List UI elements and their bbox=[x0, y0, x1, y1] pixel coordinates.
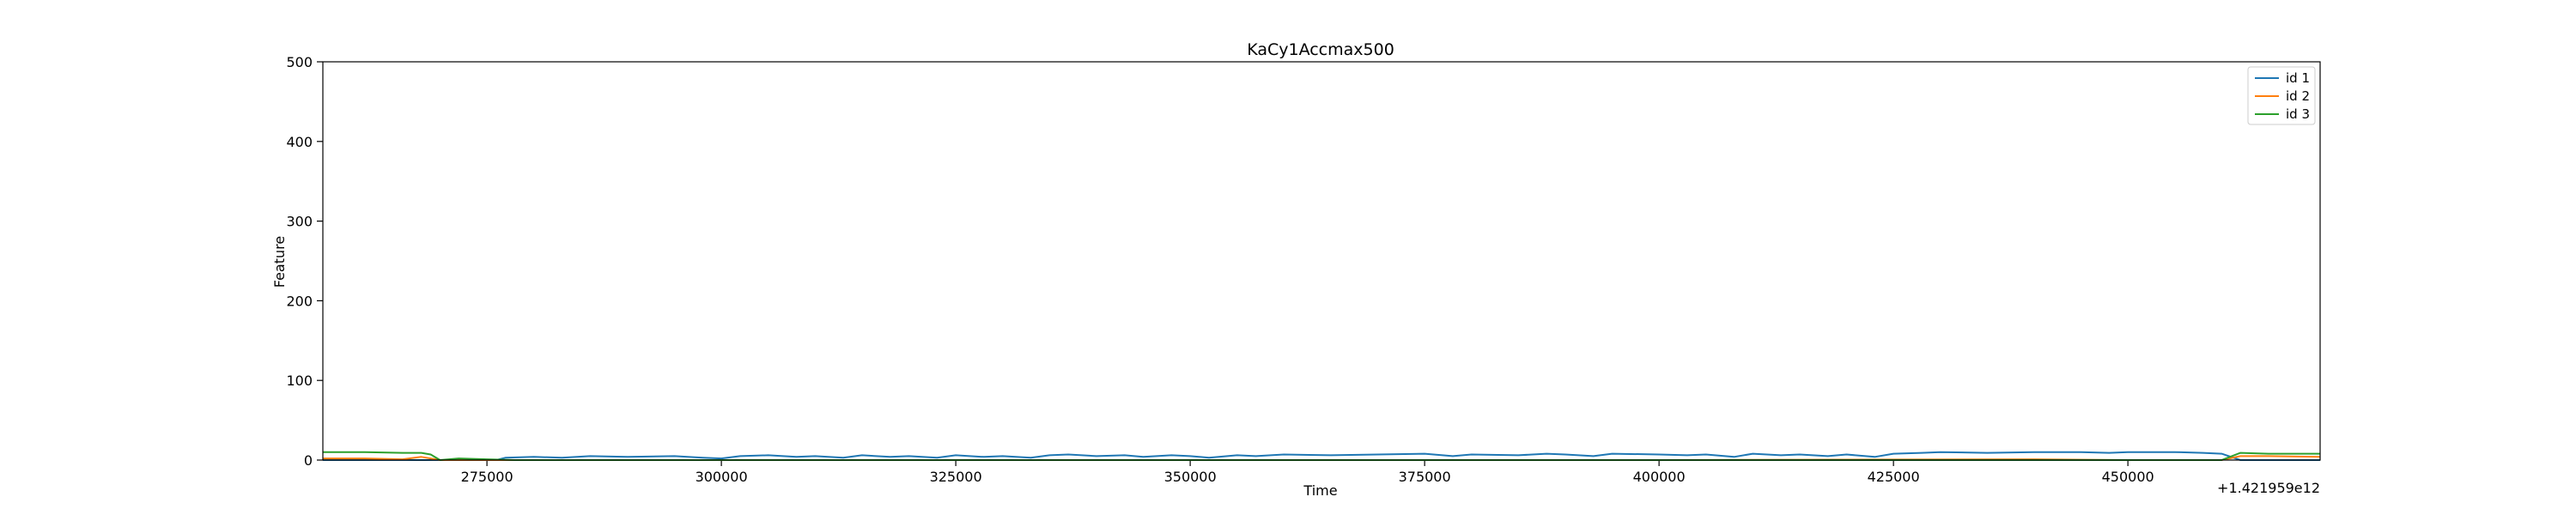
x-axis-ticks: 275000 300000 325000 350000 375000 400000 4250… bbox=[461, 460, 2154, 485]
plot-frame bbox=[322, 61, 2321, 461]
x-tick-label: 350000 bbox=[1164, 469, 1217, 485]
x-axis-label: Time bbox=[1303, 482, 1337, 499]
y-tick-label: 400 bbox=[286, 134, 313, 150]
series-line-id-1 bbox=[323, 451, 2320, 461]
legend-entry: id 3 bbox=[2286, 106, 2310, 122]
y-axis-label: Feature bbox=[271, 236, 288, 288]
legend: id 1 id 2 id 3 bbox=[2247, 66, 2316, 125]
y-tick-label: 0 bbox=[304, 452, 313, 469]
legend-entry: id 2 bbox=[2286, 88, 2310, 104]
x-tick-label: 275000 bbox=[461, 469, 513, 485]
chart-title: KaCy1Accmax500 bbox=[1247, 40, 1394, 59]
x-tick-label: 375000 bbox=[1399, 469, 1451, 485]
x-tick-label: 325000 bbox=[930, 469, 982, 485]
x-tick-label: 450000 bbox=[2102, 469, 2154, 485]
y-axis-ticks: 0 100 200 300 400 500 bbox=[286, 54, 323, 469]
legend-entry: id 1 bbox=[2286, 70, 2310, 86]
x-tick-label: 425000 bbox=[1868, 469, 1920, 485]
legend-box bbox=[2247, 66, 2316, 125]
y-tick-label: 300 bbox=[286, 214, 313, 230]
x-tick-label: 400000 bbox=[1633, 469, 1686, 485]
y-tick-label: 500 bbox=[286, 54, 313, 70]
y-tick-label: 200 bbox=[286, 293, 313, 309]
x-offset-label: +1.421959e12 bbox=[2217, 480, 2320, 496]
y-tick-label: 100 bbox=[286, 373, 313, 389]
x-tick-label: 300000 bbox=[696, 469, 748, 485]
